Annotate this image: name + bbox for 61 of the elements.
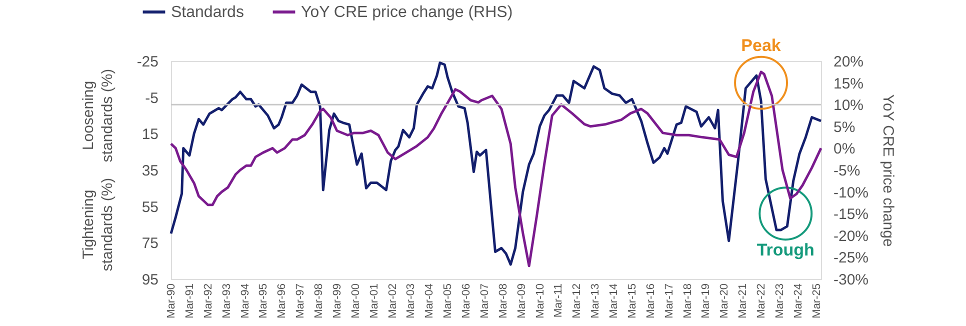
x-tick-label: Mar-01 (368, 284, 380, 318)
x-tick-label: Mar-91 (184, 284, 196, 318)
x-tick-label: Mar-06 (460, 284, 473, 318)
x-tick-label: Mar-23 (774, 284, 786, 318)
x-tick-label: Mar-90 (166, 284, 178, 318)
y-tick-label: 75 (142, 235, 158, 252)
x-tick-label: Mar-19 (700, 284, 712, 318)
y2-tick-label: 15% (834, 75, 864, 92)
annotation: Trough (756, 240, 814, 260)
legend-label: YoY CRE price change (RHS) (301, 4, 513, 21)
x-tick-label: Mar-05 (442, 284, 454, 318)
y2-tick-label: 0% (834, 140, 856, 158)
y-tick-label: -5 (145, 90, 158, 107)
x-tick-label: Mar-16 (644, 284, 657, 318)
x-tick-label: Mar-14 (608, 284, 620, 318)
text: Tightening standards (%) (80, 178, 116, 272)
x-tick-label: Mar-02 (386, 284, 399, 318)
x-tick-label: Mar-11 (552, 284, 565, 318)
x-tick-label: Mar-09 (516, 284, 528, 318)
x-tick-label: Mar-22 (756, 284, 768, 318)
x-tick-label: Mar-08 (497, 284, 510, 318)
y-tick-label: -25 (136, 54, 158, 70)
x-tick-label: Mar-94 (239, 284, 252, 318)
x-tick-label: Mar-97 (294, 284, 307, 318)
x-tick-label: Mar-17 (663, 284, 676, 318)
x-tick-label: Mar-18 (682, 284, 694, 318)
y2-tick-label: 5% (834, 118, 856, 136)
x-tick-label: Mar-25 (810, 284, 823, 318)
x-tick-label: Mar-95 (258, 284, 270, 318)
y2-tick-label: -5% (834, 162, 860, 180)
y-tick-label: 35 (142, 162, 158, 180)
y2-tick-label: -10% (834, 184, 869, 202)
x-tick-label: Mar-93 (220, 284, 233, 318)
x-tick-label: Mar-99 (331, 284, 344, 318)
x-tick-label: Mar-96 (276, 284, 288, 318)
x-tick-label: Mar-00 (350, 284, 362, 318)
x-tick-label: Mar-07 (478, 284, 491, 318)
x-tick-label: Mar-15 (626, 284, 638, 318)
y2-tick-label: -30% (834, 272, 869, 288)
text: Loosening standards (%) (80, 68, 116, 162)
x-tick-label: Mar-24 (792, 284, 804, 318)
y2-tick-label: -20% (834, 228, 869, 245)
y2-tick-label: 10% (834, 97, 864, 114)
x-tick-label: Mar-10 (534, 284, 546, 318)
y2-tick-label: 20% (834, 54, 864, 70)
x-tick-label: Mar-98 (313, 284, 326, 318)
y2-tick-label: -15% (834, 206, 869, 224)
y-tick-label: 55 (142, 198, 158, 216)
x-tick-label: Mar-20 (718, 284, 731, 318)
x-tick-label: Mar-12 (571, 284, 584, 318)
y-tick-label: 15 (142, 126, 158, 144)
x-tick-label: Mar-21 (737, 284, 750, 318)
legend-label: Standards (171, 4, 244, 21)
x-tick-label: Mar-03 (405, 284, 418, 318)
x-tick-label: Mar-04 (424, 284, 436, 318)
y2-axis-title: YoY CRE price change (880, 94, 897, 247)
y2-tick-label: -25% (834, 250, 869, 267)
annotation: Peak (741, 36, 782, 55)
x-tick-label: Mar-13 (590, 284, 602, 318)
y-tick-label: 95 (142, 272, 158, 288)
x-tick-label: Mar-92 (202, 284, 214, 318)
